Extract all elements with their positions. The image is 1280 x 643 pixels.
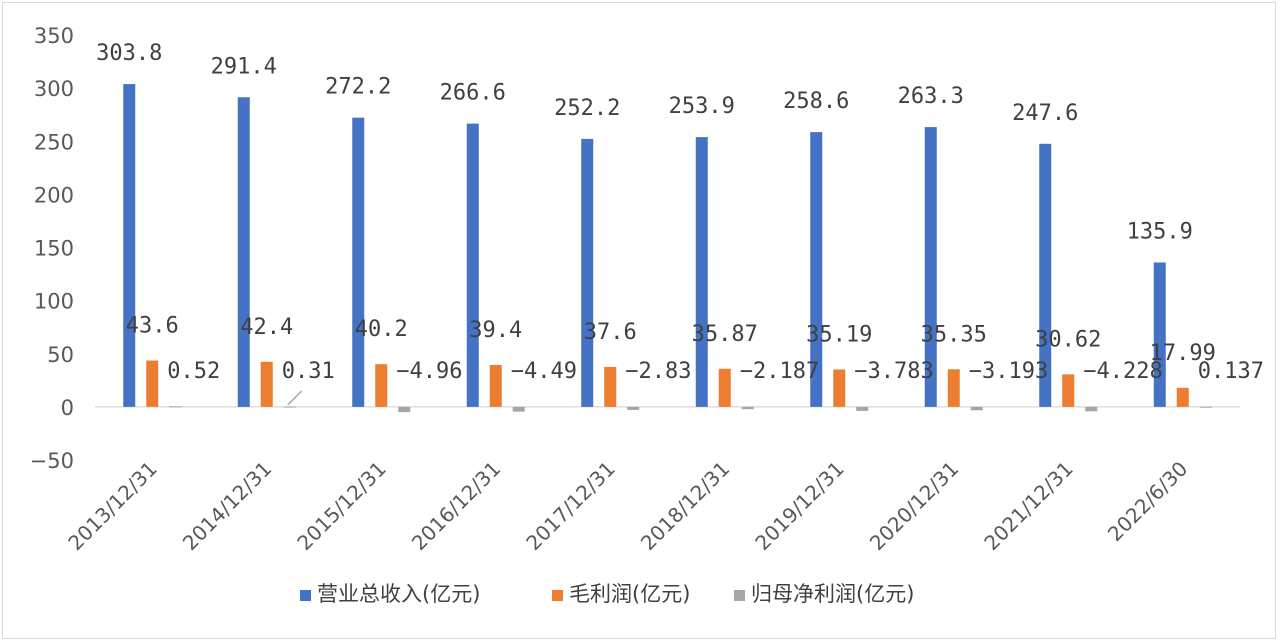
data-label-s0-4: 252.2 [554, 96, 620, 121]
bar-s0-9 [1153, 262, 1166, 407]
x-tick-label: 2015/12/31 [292, 457, 390, 555]
legend: 营业总收入(亿元) 毛利润(亿元) 归母净利润(亿元) [300, 582, 914, 606]
y-tick-label: 200 [34, 183, 74, 207]
bar-s1-6 [833, 369, 846, 407]
data-label-s1-8: 30.62 [1035, 327, 1101, 352]
legend-label-2: 归母净利润(亿元) [751, 582, 914, 606]
data-label-s2-8: −4.228 [1083, 359, 1162, 384]
bars [123, 84, 1212, 413]
bar-s1-5 [718, 368, 731, 407]
data-labels: 303.8 291.4 272.2 266.6 252.2 253.9 258.6 263.3… [96, 41, 1264, 406]
data-label-s1-7: 35.35 [921, 322, 987, 347]
bar-s2-4 [627, 406, 640, 410]
data-label-s0-3: 266.6 [440, 81, 506, 106]
bar-s1-3 [489, 365, 502, 407]
x-tick-label: 2013/12/31 [63, 457, 161, 555]
bar-s1-8 [1062, 374, 1075, 407]
bar-s1-1 [260, 361, 273, 407]
bar-s2-9 [1199, 406, 1212, 408]
x-tick-label: 2017/12/31 [521, 457, 619, 555]
legend-swatch-0 [300, 590, 311, 601]
data-label-s0-9: 135.9 [1127, 219, 1193, 244]
data-label-s1-3: 39.4 [469, 318, 522, 343]
bar-s1-4 [604, 366, 617, 407]
bar-s0-1 [237, 97, 250, 407]
bar-s0-5 [695, 137, 708, 407]
bar-s0-7 [924, 127, 937, 407]
data-label-s0-7: 263.3 [898, 84, 964, 109]
data-label-s1-1: 42.4 [240, 315, 293, 340]
data-label-s1-9: 17.99 [1150, 341, 1216, 366]
x-tick-label: 2019/12/31 [750, 457, 848, 555]
x-tick-label: 2020/12/31 [865, 457, 963, 555]
x-tick-label: 2016/12/31 [407, 457, 505, 555]
bar-s2-2 [398, 406, 411, 413]
bar-s1-0 [146, 360, 159, 407]
y-tick-label: 350 [34, 24, 74, 48]
data-label-s0-6: 258.6 [783, 89, 849, 114]
data-label-s1-6: 35.19 [806, 322, 872, 347]
bar-s2-0 [169, 406, 182, 408]
y-tick-label: 150 [34, 237, 74, 261]
data-label-s0-2: 272.2 [325, 75, 391, 100]
data-label-s2-4: −2.83 [625, 359, 691, 384]
data-label-s2-5: −2.187 [740, 359, 819, 384]
y-axis: 350 300 250 200 150 100 50 0 −50 [30, 24, 1240, 473]
x-axis: 2013/12/31 2014/12/31 2015/12/31 2016/12/31… [63, 457, 1192, 555]
data-label-s0-5: 253.9 [669, 94, 735, 119]
bar-s2-3 [512, 406, 525, 412]
data-label-s2-6: −3.783 [854, 359, 933, 384]
data-label-s1-0: 43.6 [126, 314, 179, 339]
y-tick-label: 100 [34, 290, 74, 314]
y-tick-label: −50 [30, 449, 74, 473]
data-label-s2-0: 0.52 [167, 359, 220, 384]
bar-s2-6 [856, 406, 869, 411]
y-tick-label: 0 [61, 396, 74, 420]
bar-s1-7 [947, 369, 960, 407]
bar-s1-9 [1176, 387, 1189, 407]
bar-s0-0 [123, 84, 136, 407]
bar-s0-8 [1039, 143, 1052, 407]
data-label-s2-1: 0.31 [282, 359, 335, 384]
data-label-s2-7: −3.193 [969, 359, 1048, 384]
data-label-s0-8: 247.6 [1012, 101, 1078, 126]
bar-s2-7 [970, 406, 983, 411]
data-label-s2-9: 0.137 [1198, 359, 1264, 384]
legend-label-0: 营业总收入(亿元) [317, 582, 480, 606]
bar-s0-6 [810, 132, 823, 407]
data-label-s1-4: 37.6 [584, 320, 637, 345]
x-tick-label: 2014/12/31 [178, 457, 276, 555]
y-tick-label: 250 [34, 130, 74, 154]
data-label-s2-3: −4.49 [511, 359, 577, 384]
data-label-s0-1: 291.4 [211, 54, 277, 79]
bar-s0-3 [466, 123, 479, 407]
legend-swatch-1 [552, 590, 563, 601]
leader-line [287, 390, 303, 406]
x-tick-label: 2022/6/30 [1103, 457, 1192, 546]
bar-s0-4 [581, 138, 594, 407]
bar-s2-1 [283, 406, 296, 408]
y-tick-label: 300 [34, 77, 74, 101]
y-tick-label: 50 [47, 343, 74, 367]
bar-s2-5 [741, 406, 754, 410]
bar-s2-8 [1085, 406, 1098, 412]
legend-label-1: 毛利润(亿元) [569, 582, 690, 606]
data-label-s0-0: 303.8 [96, 41, 162, 66]
bar-s1-2 [375, 364, 388, 407]
legend-swatch-2 [734, 590, 745, 601]
x-tick-label: 2021/12/31 [979, 457, 1077, 555]
data-label-s1-5: 35.87 [692, 322, 758, 347]
x-tick-label: 2018/12/31 [636, 457, 734, 555]
data-label-s2-2: −4.96 [396, 359, 462, 384]
data-label-s1-2: 40.2 [355, 317, 408, 342]
bar-s0-2 [352, 117, 365, 407]
